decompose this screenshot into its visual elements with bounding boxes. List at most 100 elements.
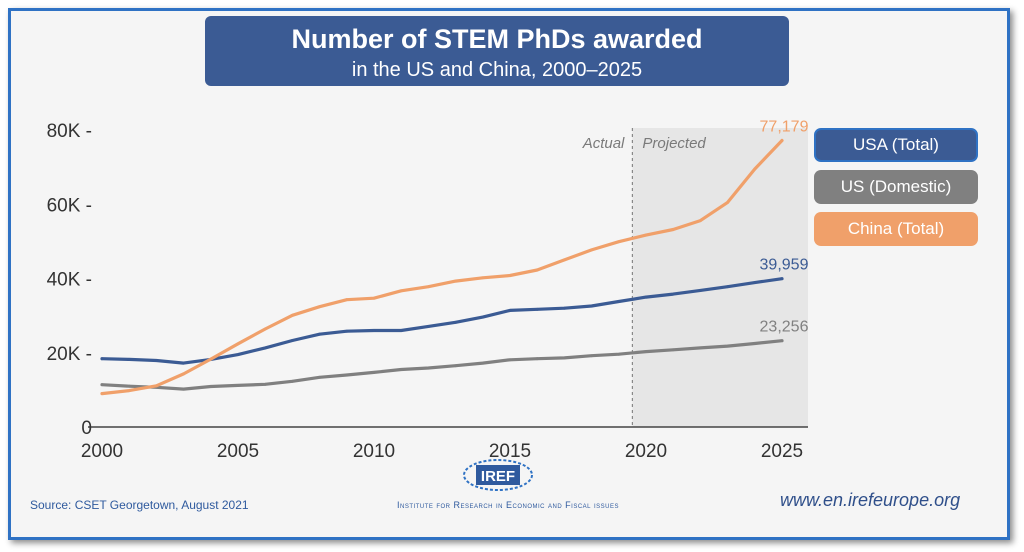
data-point-china-total xyxy=(182,372,186,376)
data-point-us-domestic xyxy=(671,348,675,352)
data-point-usa-total xyxy=(155,359,158,362)
data-point-us-domestic xyxy=(563,356,566,360)
end-label-us-domestic: 23,256 xyxy=(760,319,809,336)
data-point-us-domestic xyxy=(236,384,240,387)
data-point-china-total xyxy=(399,289,403,293)
data-point-usa-total xyxy=(399,329,403,332)
legend-usa-total: USA (Total) xyxy=(814,128,978,162)
data-point-us-domestic xyxy=(427,366,430,370)
logo-text: IREF xyxy=(481,468,515,485)
y-tick-label: 60K - xyxy=(47,195,92,216)
data-point-usa-total xyxy=(345,329,349,333)
x-tick-label: 2000 xyxy=(81,441,123,462)
x-tick-label: 2015 xyxy=(489,441,531,462)
data-point-china-total xyxy=(100,392,104,395)
chart-subtitle: in the US and China, 2000–2025 xyxy=(351,59,643,81)
data-point-us-domestic xyxy=(780,339,784,343)
data-point-usa-total xyxy=(699,288,702,292)
data-point-us-domestic xyxy=(617,352,621,356)
data-point-us-domestic xyxy=(699,346,702,350)
data-point-usa-total xyxy=(291,339,294,342)
data-point-usa-total xyxy=(318,332,321,336)
y-tick-label: 0 xyxy=(81,418,92,439)
end-label-china-total: 77,179 xyxy=(760,118,809,135)
data-point-us-domestic xyxy=(291,379,294,383)
legend-label-usa-total: USA (Total) xyxy=(853,135,939,154)
data-point-usa-total xyxy=(617,300,621,303)
data-point-usa-total xyxy=(236,353,240,357)
data-point-usa-total xyxy=(263,346,267,350)
data-point-usa-total xyxy=(671,292,675,296)
data-point-china-total xyxy=(209,357,213,361)
data-point-us-domestic xyxy=(209,385,213,388)
data-point-usa-total xyxy=(644,295,648,299)
data-point-china-total xyxy=(291,313,294,317)
x-tick-label: 2025 xyxy=(761,441,803,462)
data-point-us-domestic xyxy=(263,382,267,386)
data-point-china-total xyxy=(753,167,757,171)
source-note: Source: CSET Georgetown, August 2021 xyxy=(30,498,249,512)
x-tick-label: 2005 xyxy=(217,441,259,462)
series-line-us-domestic xyxy=(100,339,784,391)
data-point-china-total xyxy=(318,305,321,309)
data-point-china-total xyxy=(427,285,430,289)
data-point-china-total xyxy=(644,233,648,237)
data-point-usa-total xyxy=(726,285,729,289)
legend-label-us-domestic: US (Domestic) xyxy=(840,177,952,196)
data-point-china-total xyxy=(535,268,539,272)
data-point-usa-total xyxy=(590,304,593,308)
data-point-usa-total xyxy=(753,281,757,284)
data-point-us-domestic xyxy=(182,387,186,391)
data-point-us-domestic xyxy=(399,368,403,371)
data-point-us-domestic xyxy=(454,364,457,368)
data-point-china-total xyxy=(508,274,512,277)
projected-label: Projected xyxy=(642,135,706,152)
actual-label: Actual xyxy=(582,135,625,152)
data-point-usa-total xyxy=(481,315,485,319)
data-point-us-domestic xyxy=(372,371,376,374)
series-line-china-total xyxy=(100,138,784,396)
data-point-china-total xyxy=(263,327,267,331)
institute-name: Institute for Research in Economic and F… xyxy=(396,500,620,510)
data-point-china-total xyxy=(726,200,729,204)
data-point-usa-total xyxy=(563,306,566,310)
legend-label-china-total: China (Total) xyxy=(847,219,945,238)
y-tick-label: 80K - xyxy=(47,121,92,142)
data-point-china-total xyxy=(780,139,784,142)
data-point-china-total xyxy=(699,219,702,222)
legend-us-domestic: US (Domestic) xyxy=(814,170,978,204)
data-point-china-total xyxy=(563,258,566,262)
website-link[interactable]: www.en.irefeurope.org xyxy=(780,490,961,510)
legend-china-total: China (Total) xyxy=(814,212,978,246)
data-point-china-total xyxy=(454,279,457,283)
data-point-us-domestic xyxy=(318,375,321,379)
data-point-us-domestic xyxy=(127,384,131,388)
data-point-usa-total xyxy=(372,329,376,332)
data-point-usa-total xyxy=(182,361,186,365)
data-point-china-total xyxy=(590,248,593,252)
series-line-usa-total xyxy=(100,277,784,365)
data-point-us-domestic xyxy=(535,357,539,361)
data-point-usa-total xyxy=(427,324,430,328)
title-box: Number of STEM PhDs awarded in the US an… xyxy=(205,16,789,86)
iref-logo: IREF xyxy=(463,459,533,491)
chart-title: Number of STEM PhDs awarded xyxy=(291,24,703,54)
data-point-us-domestic xyxy=(100,383,104,387)
data-point-china-total xyxy=(127,389,131,393)
data-point-china-total xyxy=(236,342,240,346)
data-point-china-total xyxy=(671,228,675,231)
x-tick-label: 2020 xyxy=(625,441,667,462)
data-point-us-domestic xyxy=(753,342,757,345)
data-point-usa-total xyxy=(508,309,512,312)
data-point-us-domestic xyxy=(345,373,349,377)
data-point-us-domestic xyxy=(590,354,593,358)
projected-region xyxy=(632,128,808,427)
y-tick-label: 20K - xyxy=(47,344,92,365)
data-point-usa-total xyxy=(780,277,784,281)
data-point-us-domestic xyxy=(726,344,729,348)
data-point-us-domestic xyxy=(644,350,648,354)
data-point-us-domestic xyxy=(508,358,512,362)
data-point-us-domestic xyxy=(481,361,485,365)
data-point-china-total xyxy=(481,276,485,280)
